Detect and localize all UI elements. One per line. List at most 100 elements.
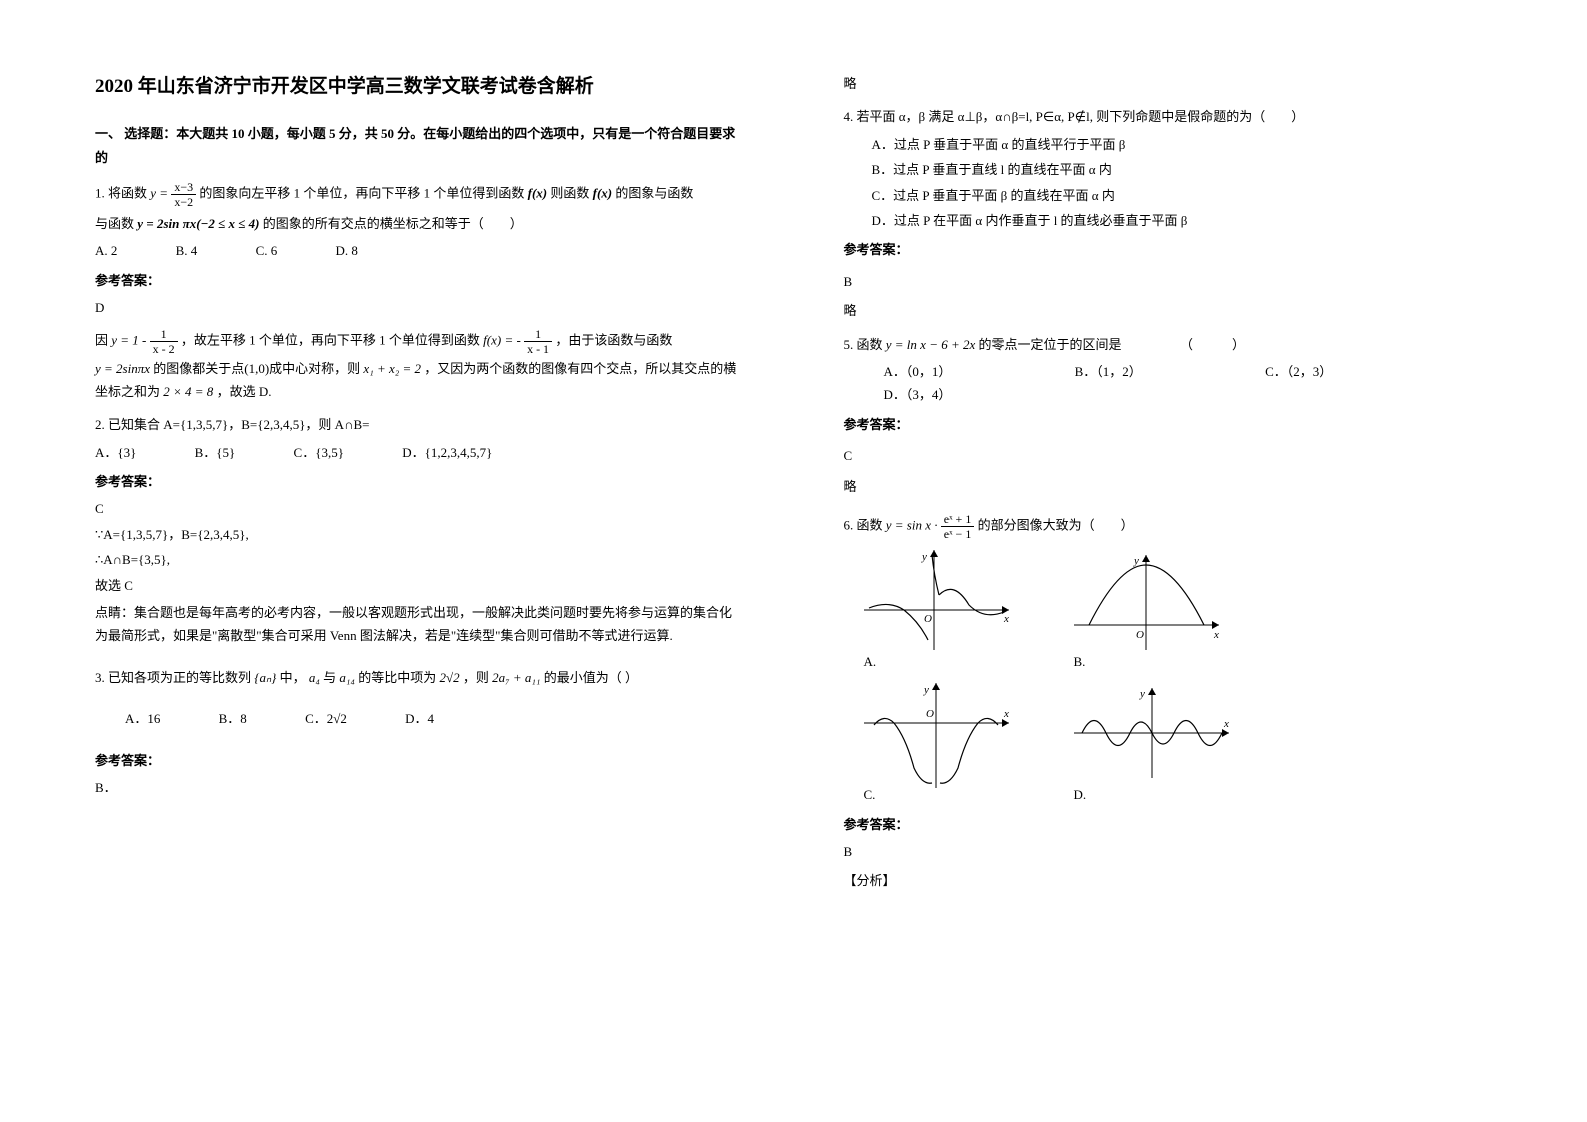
q1-frac-den: x−2 [171, 195, 196, 208]
q3-options: A．16 B．8 C．2√2 D．4 [125, 707, 744, 730]
q2-e3: 故选 C [95, 574, 744, 597]
svg-text:O: O [926, 708, 934, 720]
q1-eq2: y = 2sin πx(−2 ≤ x ≤ 4) [137, 216, 259, 231]
q5-options: A．（0，1） B．（1，2） C．（2，3） D．（3，4） [884, 360, 1493, 407]
q1-line2-pre: 与函数 [95, 216, 137, 231]
q1-expl1-frac: 1 x - 2 [150, 328, 178, 355]
q2-optA: A．{3} [95, 441, 136, 464]
q1-mid2: 则函数 [550, 185, 589, 200]
q1-expl1-eq: y = 1 - [111, 332, 146, 347]
q3-v: 2√2 [439, 670, 459, 685]
q2-e1: ∵A={1,3,5,7}，B={2,3,4,5}, [95, 523, 744, 546]
q4-optB: B．过点 P 垂直于直线 l 的直线在平面 α 内 [872, 158, 1493, 181]
q1-expl3: ，故选 D. [217, 384, 272, 399]
q3-mid: 中， [280, 670, 306, 685]
q3-optD: D．4 [405, 707, 434, 730]
q1-ans: D [95, 296, 744, 319]
q1-optB: B. 4 [176, 239, 198, 262]
svg-text:x: x [1003, 708, 1009, 720]
q2-e2: ∴A∩B={3,5}, [95, 548, 744, 571]
svg-text:x: x [1003, 613, 1009, 625]
q5-tail: 的零点一定位于的区间是 （ ） [979, 337, 1246, 352]
q1-line2: 与函数 y = 2sin πx(−2 ≤ x ≤ 4) 的图象的所有交点的横坐标… [95, 212, 744, 235]
q1-optC: C. 6 [256, 239, 278, 262]
q2-optC: C．{3,5} [294, 441, 344, 464]
q3-an: {aₙ} [254, 670, 276, 685]
svg-text:y: y [1133, 555, 1139, 567]
q4-omit: 略 [844, 299, 1493, 322]
q1-frac-num: x−3 [171, 181, 196, 195]
svg-text:y: y [921, 551, 927, 563]
q1-fx2: f(x) [593, 185, 613, 200]
right-column: 略 4. 若平面 α，β 满足 α⊥β，α∩β=l, P∈α, P∉l, 则下列… [794, 0, 1587, 1122]
q6-graphC-wrap: x y O C. [864, 683, 1014, 806]
q3-optC: C．2√2 [305, 707, 347, 730]
q6-pre: 6. 函数 [844, 517, 883, 532]
q6-graphs-row1: x y O A. x y [864, 550, 1493, 673]
q6-optD: D. [1074, 787, 1087, 802]
q1-y-eq: y = [150, 185, 171, 200]
q1-prefix: 1. 将函数 [95, 185, 147, 200]
q1-mid3: 的图象与函数 [615, 185, 693, 200]
q4-stem: 4. 若平面 α，β 满足 α⊥β，α∩β=l, P∈α, P∉l, 则下列命题… [844, 105, 1493, 128]
q2-options: A．{3} B．{5} C．{3,5} D．{1,2,3,4,5,7} [95, 441, 744, 464]
q4-ans-label: 参考答案： [844, 238, 1493, 261]
q6-graphD-wrap: x y D. [1074, 683, 1224, 806]
q1-optA: A. 2 [95, 239, 117, 262]
q3-expr: 2a₇ + a₁₁ [492, 670, 540, 685]
q4-optD: D．过点 P 在平面 α 内作垂直于 l 的直线必垂直于平面 β [872, 209, 1493, 232]
q6-graphC: x y O [864, 683, 1014, 783]
q5-stem: 5. 函数 y = ln x − 6 + 2x 的零点一定位于的区间是 （ ） [844, 333, 1493, 356]
q1-mid: 的图象向左平移 1 个单位，再向下平移 1 个单位得到函数 [199, 185, 524, 200]
q6-eq-pre: y = sin x · [886, 517, 938, 532]
q3-mid2: 与 [323, 670, 336, 685]
q3-a4: a₄ [309, 670, 320, 685]
q5-optD: D．（3，4） [884, 383, 952, 406]
q5-ans-label: 参考答案： [844, 413, 1493, 436]
svg-text:x: x [1213, 629, 1219, 641]
q2-e4: 点睛：集合题也是每年高考的必考内容，一般以客观题形式出现，一般解决此类问题时要先… [95, 601, 744, 648]
q1-e1-num: 1 [150, 328, 178, 342]
q5-optA: A．（0，1） [884, 360, 952, 383]
q3-tail: 的最小值为（ ） [544, 670, 638, 685]
q1-e2-den: x - 1 [524, 342, 552, 355]
q1-fx1: f(x) [528, 185, 548, 200]
q1-e1-den: x - 2 [150, 342, 178, 355]
q5-omit: 略 [844, 475, 1493, 498]
q3-a14: a₁₄ [339, 670, 355, 685]
q1-expl1-frac2: 1 x - 1 [524, 328, 552, 355]
q4-optC: C．过点 P 垂直于平面 β 的直线在平面 α 内 [872, 184, 1493, 207]
svg-text:O: O [924, 613, 932, 625]
q1-expl2: 的图像都关于点(1,0)成中心对称，则 [153, 361, 360, 376]
q1-stem: 1. 将函数 y = x−3 x−2 的图象向左平移 1 个单位，再向下平移 1… [95, 181, 744, 208]
q1-expl-line2: y = 2sinπx 的图像都关于点(1,0)成中心对称，则 x₁ + x₂ =… [95, 357, 744, 404]
q6-graphB: x y O [1074, 550, 1224, 650]
q1-expl2-eq: x₁ + x₂ = 2 [363, 361, 421, 376]
q1-e2-num: 1 [524, 328, 552, 342]
svg-text:y: y [923, 684, 929, 696]
q5-ans: C [844, 444, 1493, 467]
svg-text:x: x [1223, 718, 1229, 730]
q6-frac-den: eˣ − 1 [941, 527, 975, 540]
q1-frac: x−3 x−2 [171, 181, 196, 208]
q3-ans-label: 参考答案： [95, 749, 744, 772]
q1-expl2-pre: y = 2sinπx [95, 361, 150, 376]
q1-expl1-mid: ，故左平移 1 个单位，再向下平移 1 个单位得到函数 [181, 332, 480, 347]
q4-optA: A．过点 P 垂直于平面 α 的直线平行于平面 β [872, 133, 1493, 156]
q3-ans: B． [95, 776, 744, 799]
q3-omit: 略 [844, 72, 1493, 95]
q6-frac: eˣ + 1 eˣ − 1 [941, 513, 975, 540]
q3-optA: A．16 [125, 707, 160, 730]
q1-options: A. 2 B. 4 C. 6 D. 8 [95, 239, 744, 262]
q1-expl1-pre: 因 [95, 332, 108, 347]
q6-graphB-wrap: x y O B. [1074, 550, 1224, 673]
q3-mid3: 的等比中项为 [358, 670, 436, 685]
q1-expl1-fx: f(x) = - [483, 332, 521, 347]
q1-ans-label: 参考答案： [95, 269, 744, 292]
svg-text:y: y [1139, 688, 1145, 700]
q3-mid4: ，则 [463, 670, 489, 685]
q3-optB: B．8 [219, 707, 247, 730]
q6-ans-label: 参考答案： [844, 813, 1493, 836]
section-heading: 一、 选择题：本大题共 10 小题，每小题 5 分，共 50 分。在每小题给出的… [95, 122, 744, 169]
q6-note: 【分析】 [844, 869, 1493, 892]
